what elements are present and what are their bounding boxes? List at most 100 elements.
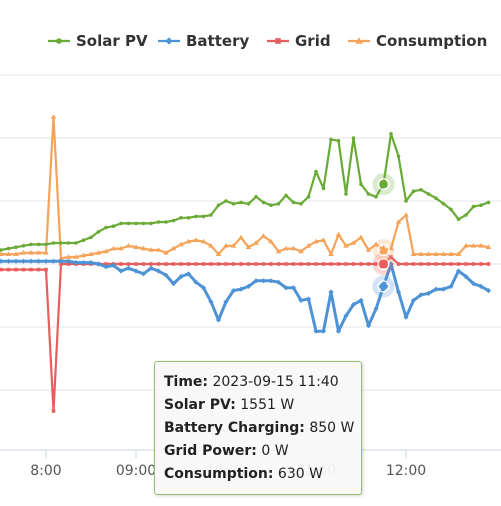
hover-point-grid: [379, 259, 388, 269]
point-grid-44: [329, 262, 333, 266]
legend-marker-solar-pv: [56, 38, 62, 44]
point-battery-58: [433, 286, 439, 292]
tooltip-battery-label: Battery Charging:: [164, 420, 305, 436]
legend-item-solar-pv[interactable]: Solar PV: [48, 32, 148, 50]
x-tick-label-1: 09:00: [116, 463, 156, 479]
point-consumption-55: [410, 251, 417, 256]
point-consumption-56: [418, 251, 424, 256]
point-consumption-49: [365, 247, 372, 252]
point-consumption-22: [163, 250, 169, 255]
point-solar-pv-40: [299, 202, 303, 206]
point-grid-14: [104, 262, 108, 266]
series-battery: [0, 258, 492, 334]
point-grid-6: [44, 267, 48, 272]
point-grid-53: [396, 262, 401, 266]
point-battery-59: [440, 286, 447, 292]
point-solar-pv-8: [59, 241, 63, 245]
point-consumption-4: [28, 250, 34, 255]
point-consumption-9: [65, 254, 72, 259]
point-grid-23: [171, 262, 176, 266]
legend-item-battery[interactable]: Battery: [158, 32, 249, 50]
point-grid-30: [224, 262, 228, 266]
point-battery-37: [275, 279, 282, 285]
point-solar-pv-21: [156, 220, 161, 224]
point-consumption-45: [335, 231, 342, 237]
legend[interactable]: Solar PV Battery Grid Consumption: [48, 32, 487, 50]
point-solar-pv-32: [239, 200, 243, 205]
point-solar-pv-19: [141, 221, 146, 226]
point-solar-pv-34: [254, 195, 258, 199]
point-consumption-6: [43, 250, 49, 255]
point-solar-pv-46: [344, 192, 348, 196]
point-battery-34: [253, 278, 259, 284]
point-solar-pv-20: [149, 221, 153, 226]
point-solar-pv-60: [449, 207, 453, 212]
point-battery-35: [260, 278, 267, 284]
point-grid-3: [21, 267, 26, 272]
point-consumption-3: [20, 250, 27, 255]
point-grid-47: [351, 262, 356, 266]
point-solar-pv-54: [404, 199, 408, 203]
point-solar-pv-38: [284, 193, 288, 198]
point-consumption-57: [425, 251, 432, 256]
point-consumption-2: [13, 251, 19, 256]
tooltip-grid-label: Grid Power:: [164, 443, 257, 459]
point-grid-45: [336, 262, 341, 266]
point-solar-pv-25: [186, 216, 191, 220]
point-solar-pv-24: [179, 216, 183, 220]
point-grid-38: [284, 262, 288, 266]
point-grid-64: [479, 262, 483, 266]
hover-point-consumption: [378, 244, 389, 255]
point-solar-pv-59: [441, 202, 446, 206]
point-consumption-18: [133, 244, 139, 249]
x-tick-label-0: 8:00: [30, 463, 61, 479]
point-solar-pv-52: [389, 132, 393, 136]
point-solar-pv-31: [231, 202, 236, 206]
point-solar-pv-42: [314, 169, 318, 174]
point-grid-17: [126, 262, 131, 266]
point-consumption-12: [88, 251, 94, 256]
point-consumption-58: [433, 251, 439, 256]
point-grid-55: [411, 262, 416, 266]
point-grid-18: [134, 262, 138, 266]
point-battery-36: [268, 278, 274, 284]
point-solar-pv-49: [366, 192, 371, 196]
tooltip-consumption-label: Consumption:: [164, 466, 274, 482]
point-battery-31: [230, 288, 237, 294]
point-battery-52: [388, 261, 394, 267]
point-consumption-38: [283, 245, 289, 251]
point-solar-pv-26: [194, 214, 198, 219]
point-grid-50: [374, 262, 378, 266]
point-solar-pv-15: [111, 224, 116, 228]
point-grid-36: [269, 262, 273, 266]
legend-item-grid[interactable]: Grid: [267, 32, 331, 50]
legend-item-consumption[interactable]: Consumption: [348, 32, 487, 50]
point-consumption-53: [395, 219, 402, 224]
point-battery-44: [328, 289, 334, 295]
point-battery-38: [283, 285, 289, 291]
legend-label-battery: Battery: [186, 32, 249, 50]
point-consumption-14: [103, 248, 109, 254]
point-solar-pv-6: [44, 242, 48, 247]
point-battery-25: [185, 271, 192, 277]
point-battery-41: [305, 296, 312, 302]
point-solar-pv-33: [246, 202, 251, 206]
point-battery-28: [208, 299, 214, 305]
point-consumption-44: [328, 251, 334, 256]
point-solar-pv-41: [306, 195, 311, 199]
point-battery-55: [410, 297, 417, 303]
point-grid-9: [66, 262, 71, 266]
point-battery-47: [350, 302, 357, 308]
point-solar-pv-17: [126, 221, 131, 226]
point-battery-4: [28, 258, 34, 264]
point-battery-11: [80, 260, 87, 266]
tooltip-solar-value: 1551 W: [240, 397, 295, 413]
point-grid-22: [164, 262, 168, 266]
point-grid-54: [404, 262, 408, 266]
point-battery-7: [50, 258, 57, 264]
point-solar-pv-36: [269, 203, 273, 207]
point-grid-60: [449, 262, 453, 266]
point-consumption-33: [245, 244, 252, 249]
point-battery-24: [178, 274, 184, 280]
